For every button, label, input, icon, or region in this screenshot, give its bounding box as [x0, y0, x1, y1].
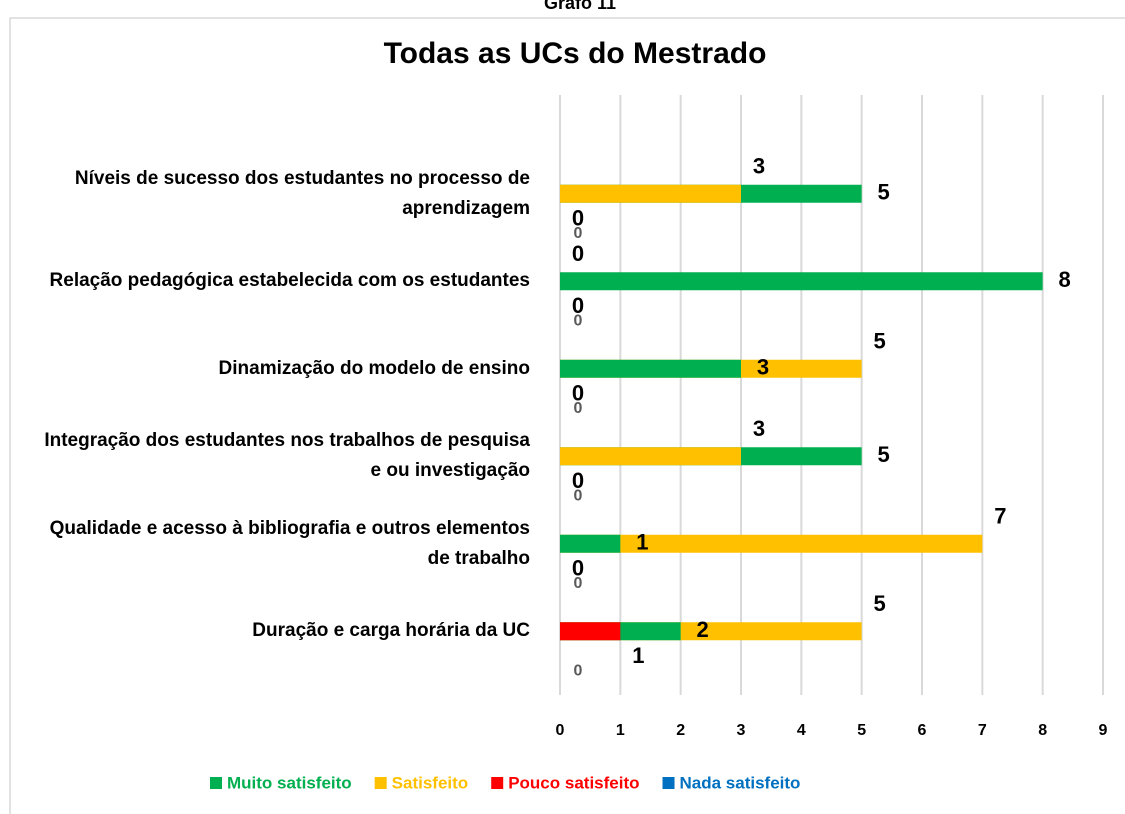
- data-label: 5: [874, 591, 886, 616]
- data-label: 0: [574, 487, 583, 504]
- legend-swatch: [491, 777, 504, 789]
- data-label: 7: [994, 504, 1006, 529]
- x-tick-label: 4: [797, 722, 806, 739]
- legend-label: Pouco satisfeito: [508, 773, 639, 792]
- bar: [560, 622, 621, 641]
- bar: [560, 534, 621, 553]
- data-label: 2: [697, 617, 709, 642]
- bar: [560, 359, 741, 378]
- bar: [560, 534, 983, 553]
- x-tick-label: 3: [737, 722, 746, 739]
- y-tick-label: Relação pedagógica estabelecida com os e…: [49, 270, 530, 292]
- data-label: 5: [878, 180, 890, 205]
- data-label: 0: [574, 312, 583, 329]
- bar: [560, 272, 1043, 291]
- data-label: 0: [572, 206, 584, 231]
- x-tick-label: 1: [616, 722, 625, 739]
- y-tick-label: Níveis de sucesso dos estudantes no proc…: [74, 167, 530, 219]
- x-tick-label: 2: [676, 722, 685, 739]
- data-label: 3: [753, 416, 765, 441]
- y-tick-label: Dinamização do modelo de ensino: [218, 357, 530, 379]
- data-label: 5: [874, 329, 886, 354]
- data-label: 0: [572, 468, 584, 493]
- data-label: 1: [636, 530, 648, 555]
- chart-title: Todas as UCs do Mestrado: [384, 37, 767, 70]
- data-label: 0: [572, 293, 584, 318]
- x-tick-label: 7: [978, 722, 987, 739]
- legend-label: Muito satisfeito: [227, 773, 352, 792]
- legend-swatch: [374, 777, 387, 789]
- y-tick-label: Qualidade e acesso à bibliografia e outr…: [49, 517, 530, 569]
- legend-swatch: [662, 777, 675, 789]
- data-label: 8: [1059, 267, 1071, 292]
- x-tick-label: 0: [556, 722, 565, 739]
- legend-swatch: [210, 777, 222, 789]
- x-tick-label: 9: [1099, 722, 1108, 739]
- chart-border: [9, 17, 1125, 814]
- data-label: 0: [572, 556, 584, 581]
- data-label: 0: [572, 241, 584, 266]
- data-label: 5: [878, 442, 890, 467]
- data-label: 1: [632, 643, 644, 668]
- bar: [560, 447, 741, 466]
- data-label: 0: [572, 381, 584, 406]
- data-label: 0: [574, 400, 583, 417]
- x-tick-label: 8: [1038, 722, 1047, 739]
- bar: [560, 184, 741, 203]
- y-tick-label: Duração e carga horária da UC: [252, 620, 530, 642]
- data-label: 3: [757, 355, 769, 380]
- data-label: 0: [574, 225, 583, 242]
- legend-label: Satisfeito: [392, 773, 469, 792]
- x-tick-label: 6: [918, 722, 927, 739]
- data-label: 0: [574, 575, 583, 592]
- y-tick-label: Integração dos estudantes nos trabalhos …: [44, 430, 530, 482]
- header: Grafo 11: [544, 0, 616, 13]
- data-label: 0: [574, 662, 583, 679]
- x-tick-label: 5: [857, 722, 866, 739]
- legend-label: Nada satisfeito: [680, 773, 801, 792]
- data-label: 3: [753, 154, 765, 179]
